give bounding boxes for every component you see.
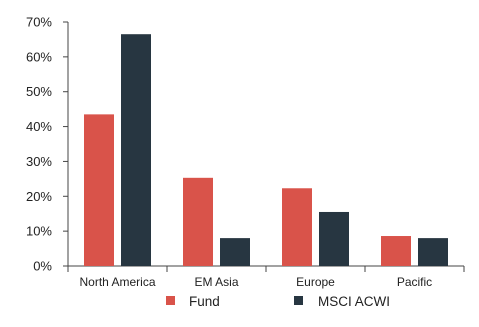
legend-label: MSCI ACWI <box>318 294 390 309</box>
x-category-label: North America <box>79 275 155 289</box>
bar-fund <box>183 177 213 266</box>
bar-msci-acwi <box>121 34 151 267</box>
legend-label: Fund <box>189 294 220 309</box>
y-tick-label: 30% <box>26 154 52 169</box>
x-category-label: EM Asia <box>194 275 238 289</box>
bars <box>84 34 448 267</box>
y-tick-label: 0% <box>33 259 52 274</box>
bar-fund <box>381 236 411 266</box>
x-category-label: Europe <box>296 275 335 289</box>
axes: 0% 10% 20% 30% 40% 50% 60% 70% North America EM A… <box>26 15 465 289</box>
y-tick-label: 10% <box>26 224 52 239</box>
bar-fund <box>282 188 312 266</box>
y-tick-label: 20% <box>26 189 52 204</box>
bar-fund <box>84 114 114 266</box>
bar-msci-acwi <box>319 211 349 266</box>
y-tick-label: 40% <box>26 119 52 134</box>
y-tick-label: 70% <box>26 15 52 30</box>
legend: Fund MSCI ACWI <box>166 294 390 309</box>
y-tick-label: 60% <box>26 49 52 64</box>
bar-msci-acwi <box>220 238 250 266</box>
bar-msci-acwi <box>418 238 448 266</box>
legend-swatch <box>294 296 303 305</box>
legend-swatch <box>166 296 175 305</box>
x-category-label: Pacific <box>397 275 432 289</box>
y-tick-label: 50% <box>26 84 52 99</box>
